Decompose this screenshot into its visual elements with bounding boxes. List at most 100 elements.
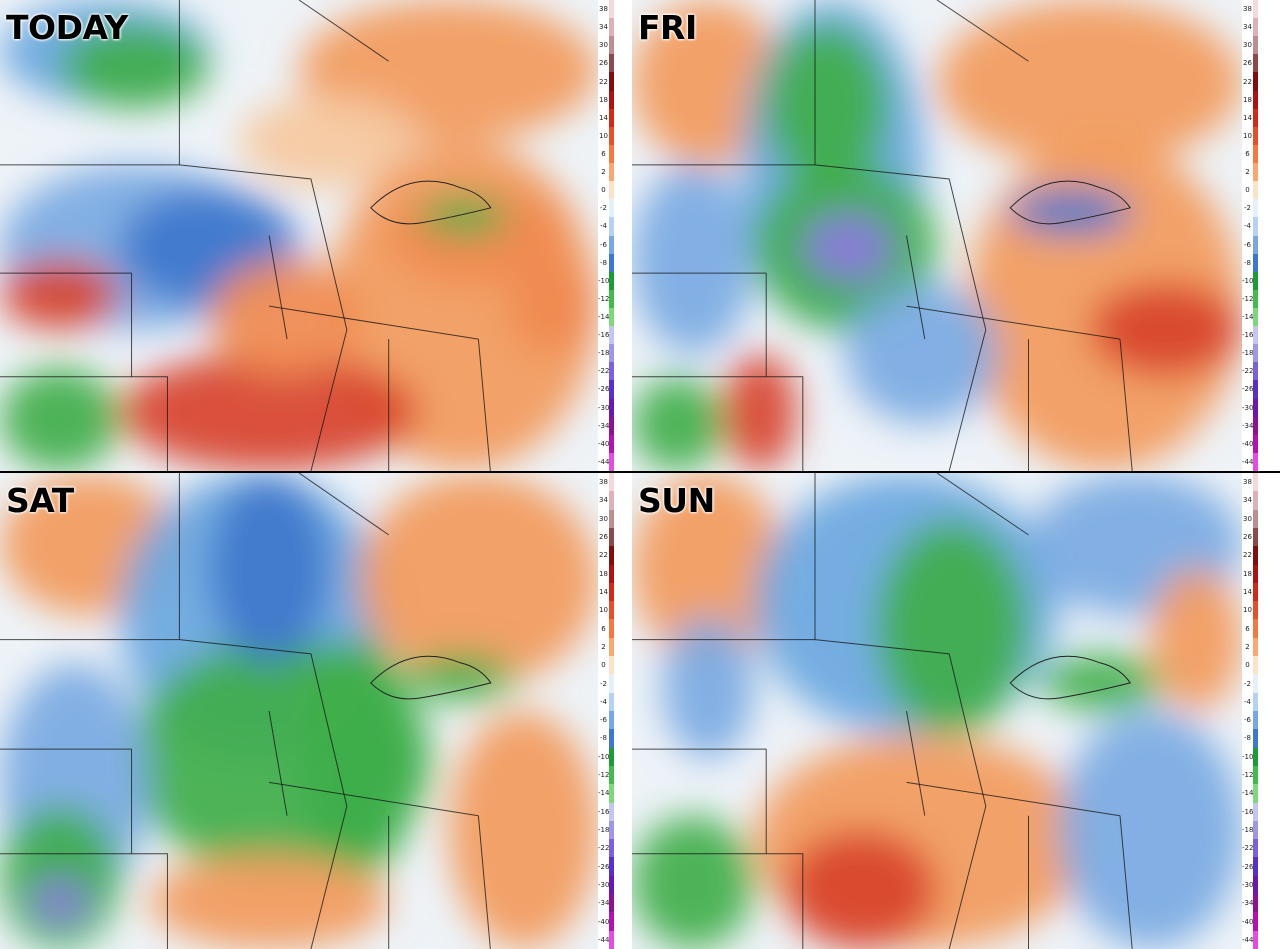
- colorbar-segment: [1253, 163, 1258, 182]
- colorbar-tick: -10: [598, 276, 610, 285]
- anomaly-region: [1059, 711, 1242, 949]
- colorbar-tick: -4: [600, 697, 607, 706]
- anomaly-map: [0, 0, 598, 471]
- colorbar-segment: [1253, 72, 1258, 92]
- anomaly-region: [1089, 282, 1242, 377]
- colorbar-segment: [609, 729, 614, 749]
- day-label-today: TODAY: [6, 8, 128, 47]
- colorbar-tick: -8: [600, 258, 607, 267]
- colorbar-segment: [609, 711, 614, 730]
- colorbar-segment: [609, 344, 614, 363]
- colorbar-segment: [609, 326, 614, 345]
- colorbar-tick: -40: [598, 439, 610, 448]
- anomaly-region: [448, 711, 598, 949]
- panel-gutter: [614, 0, 632, 949]
- colorbar-tick: -16: [598, 807, 610, 816]
- anomaly-region: [418, 197, 509, 236]
- colorbar-tick: 26: [1243, 533, 1252, 542]
- colorbar-segment: [609, 163, 614, 182]
- colorbar-tick: 2: [601, 642, 606, 651]
- state-border: [298, 0, 389, 62]
- colorbar-tick: -6: [1244, 240, 1251, 249]
- colorbar-tick: -14: [598, 313, 610, 322]
- colorbar-tick: -8: [600, 734, 607, 743]
- colorbar-tick: 0: [601, 661, 606, 670]
- colorbar-segment: [1253, 564, 1258, 584]
- colorbar-segment: [609, 144, 614, 164]
- state-border: [269, 305, 479, 340]
- colorbar-segment: [609, 912, 614, 932]
- colorbar-segment: [1253, 930, 1258, 949]
- colorbar-tick: -18: [1242, 826, 1254, 834]
- colorbar-segment: [609, 546, 614, 566]
- state-border: [269, 781, 479, 817]
- anomaly-region: [845, 282, 998, 424]
- colorbar-segment: [1253, 398, 1258, 418]
- colorbar-segment: [609, 380, 614, 400]
- map-panel-sat: SAT: [0, 473, 598, 949]
- anomaly-region: [632, 164, 754, 354]
- anomaly-region: [239, 94, 419, 189]
- colorbar-tick: -10: [598, 752, 610, 761]
- colorbar-segment: [1253, 582, 1258, 602]
- colorbar-tick: -2: [1244, 679, 1251, 688]
- state-border: [268, 710, 288, 816]
- colorbar-tick: -16: [1242, 807, 1254, 816]
- anomaly-region: [766, 23, 889, 189]
- state-border: [906, 710, 926, 816]
- anomaly-region: [59, 23, 210, 109]
- anomaly-map: [632, 0, 1242, 471]
- anomaly-region: [1150, 568, 1242, 711]
- state-border: [0, 473, 180, 641]
- colorbar-segment: [1253, 637, 1258, 657]
- colorbar-tick: 34: [1243, 23, 1252, 32]
- colorbar-segment: [609, 564, 614, 584]
- colorbar-segment: [1253, 802, 1258, 822]
- colorbar-segment: [609, 894, 614, 913]
- colorbar-tick: -34: [598, 899, 610, 908]
- colorbar-tick: -12: [1242, 771, 1254, 780]
- colorbar-segment: [1253, 0, 1258, 19]
- colorbar-segment: [1253, 765, 1258, 785]
- colorbar-tick: -44: [1242, 457, 1254, 466]
- state-border: [936, 473, 1029, 536]
- anomaly-region: [0, 259, 120, 330]
- colorbar-tick: -16: [1242, 331, 1254, 340]
- colorbar-sat: 38 34 30 26 22 18 14 10 6 2 0 -2 -4 -6 -8 -10 -12 -14 -16 -…: [598, 473, 614, 949]
- colorbar-segment: [609, 0, 614, 19]
- colorbar-segment: [1253, 729, 1258, 749]
- colorbar-segment: [609, 692, 614, 712]
- colorbar-segment: [1253, 619, 1258, 639]
- anomaly-region: [299, 639, 419, 878]
- state-border: [1119, 815, 1133, 949]
- colorbar-tick: 34: [599, 496, 608, 505]
- state-border: [632, 473, 816, 641]
- colorbar-tick: 2: [601, 168, 606, 177]
- anomaly-region: [209, 259, 359, 377]
- lake-outline: [1009, 655, 1132, 700]
- colorbar-tick: -30: [1242, 880, 1254, 889]
- colorbar-segment: [609, 802, 614, 822]
- colorbar-tick: 14: [599, 588, 608, 596]
- colorbar-tick: -34: [1242, 421, 1254, 430]
- lake-outline: [370, 655, 492, 700]
- anomaly-region: [508, 259, 598, 354]
- anomaly-region: [723, 353, 797, 471]
- colorbar-segment: [609, 674, 614, 694]
- colorbar-tick: -44: [1242, 935, 1254, 944]
- colorbar-segment: [609, 509, 614, 529]
- colorbar-segment: [609, 199, 614, 218]
- colorbar-tick: 22: [599, 551, 608, 560]
- colorbar-segment: [609, 619, 614, 639]
- colorbar-segment: [609, 582, 614, 602]
- colorbar-segment: [609, 656, 614, 675]
- map-panel-fri: FRI: [632, 0, 1242, 471]
- anomaly-region: [1040, 653, 1163, 711]
- colorbar-tick: -8: [1244, 734, 1251, 743]
- colorbar-segment: [609, 747, 614, 767]
- colorbar-segment: [609, 253, 614, 273]
- colorbar-segment: [1253, 839, 1258, 858]
- colorbar-segment: [1253, 253, 1258, 273]
- colorbar-tick: 38: [599, 478, 608, 487]
- colorbar-segment: [1253, 416, 1258, 436]
